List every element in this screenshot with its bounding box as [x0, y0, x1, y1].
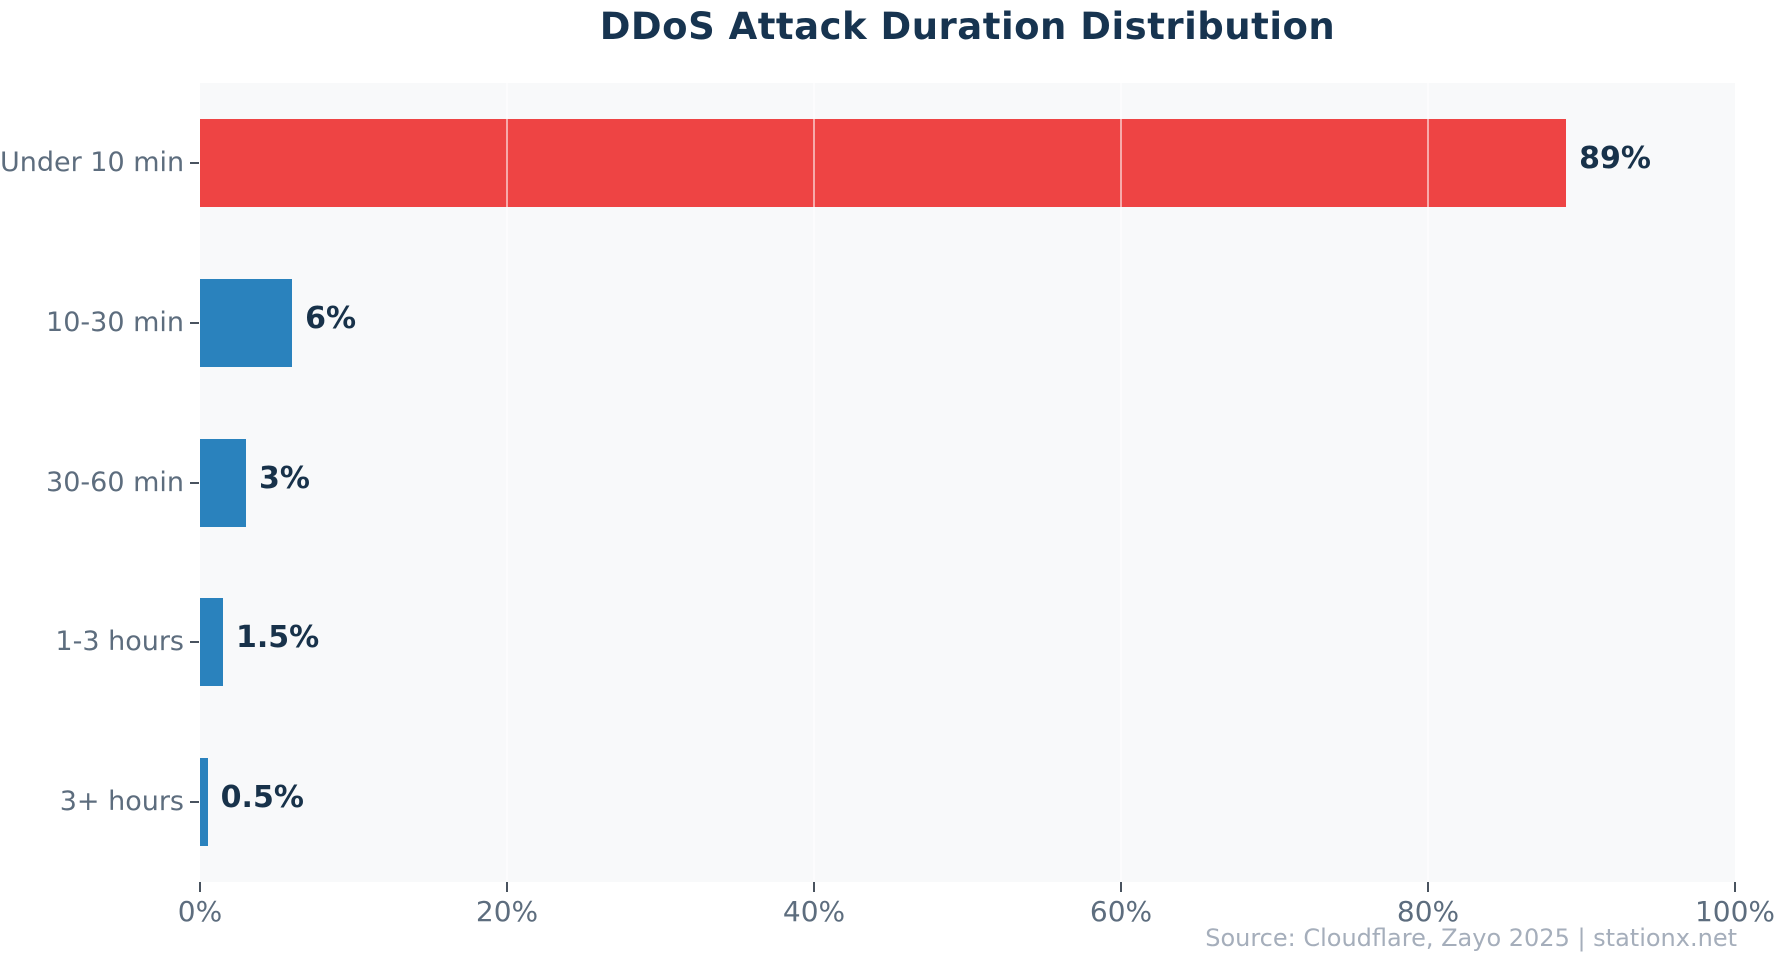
y-tick-mark [190, 481, 199, 484]
category-label: 30-60 min [46, 466, 184, 498]
gridline [1427, 83, 1429, 882]
x-axis: 0% 20% 40% 60% 80% 100% [178, 882, 1775, 952]
x-tick-label: 40% [782, 895, 846, 928]
x-tick-mark [1120, 882, 1122, 892]
chart-title: DDoS Attack Duration Distribution [599, 5, 1336, 48]
value-label: 3% [259, 460, 310, 496]
x-tick-mark [199, 882, 201, 892]
plot-area: 89% 6% 3% 1.5% 0.5% [200, 83, 1735, 882]
value-label: 1.5% [236, 620, 320, 656]
gridline [813, 83, 815, 882]
bar-3-hours [200, 758, 208, 847]
category-label: Under 10 min [0, 146, 185, 178]
y-tick-mark [190, 321, 199, 324]
y-axis-labels: Under 10 min 10-30 min 30-60 min 1-3 hours 3… [0, 83, 184, 882]
value-label: 89% [1579, 140, 1651, 176]
x-tick-mark [1427, 882, 1429, 892]
value-label: 0.5% [220, 780, 304, 816]
x-tick-label: 20% [475, 895, 539, 928]
x-tick-mark [506, 882, 508, 892]
x-tick-label: 0% [177, 895, 223, 928]
x-tick-mark [1734, 882, 1736, 892]
category-label: 1-3 hours [55, 626, 184, 658]
y-tick-mark [190, 161, 199, 164]
x-tick-label: 100% [1694, 895, 1776, 928]
bar-1-3-hours [200, 598, 224, 687]
x-tick-label: 60% [1089, 895, 1153, 928]
gridline [506, 83, 508, 882]
category-label: 10-30 min [46, 306, 184, 338]
value-label: 6% [305, 300, 357, 336]
gridline [1120, 83, 1122, 882]
y-tick-mark [190, 641, 199, 644]
source-attribution: Source: Cloudflare, Zayo 2025 | stationx… [1205, 924, 1737, 952]
bar-30-60-min [200, 438, 247, 527]
bar-10-30-min [200, 278, 293, 367]
y-tick-mark [190, 801, 199, 804]
bar-under-10-min [200, 118, 1567, 207]
y-axis-tick-marks [190, 83, 200, 882]
x-tick-label: 80% [1396, 895, 1460, 928]
category-label: 3+ hours [59, 786, 184, 818]
x-tick-mark [813, 882, 815, 892]
